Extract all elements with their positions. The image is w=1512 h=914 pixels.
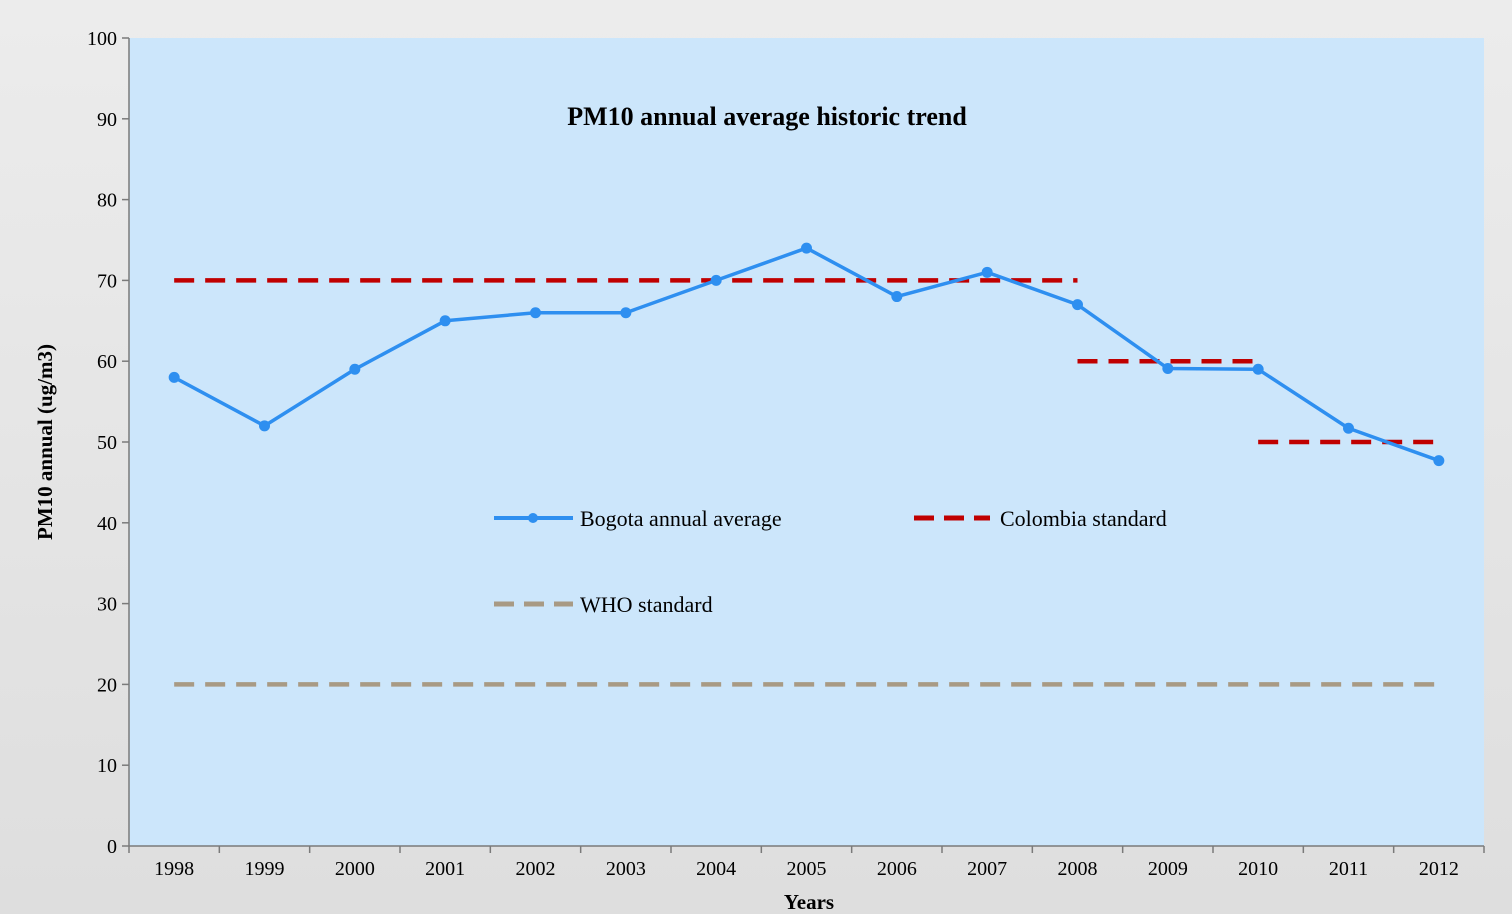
x-tick-label: 1998: [154, 858, 194, 880]
bogota-data-point: [168, 371, 180, 383]
series-layer: [168, 242, 1445, 687]
x-tick-label: 2011: [1329, 858, 1368, 880]
y-tick-label: 30: [97, 594, 117, 616]
bogota-data-point: [259, 420, 270, 432]
bogota-data-point: [620, 307, 632, 319]
x-axis-ticks: 1998 1999 2000 2001 2002 2003 2004 2005 2006 2007…: [128, 846, 1485, 880]
y-tick-label: 70: [97, 270, 117, 292]
y-tick-label: 20: [97, 674, 117, 696]
legend-item-who: WHO standard: [494, 592, 713, 617]
y-tick-label: 10: [97, 755, 117, 777]
x-tick-label: 2000: [335, 858, 375, 880]
legend-label-bogota: Bogota annual average: [580, 506, 782, 531]
bogota-data-point: [349, 363, 361, 375]
x-tick-label: 2004: [696, 858, 736, 880]
y-axis-ticks: 0 10 20 30 40 50 60 70 80 90 100: [87, 28, 129, 858]
y-tick-label: 80: [97, 190, 117, 212]
bogota-data-point: [439, 315, 451, 327]
bogota-data-point: [1252, 363, 1264, 375]
axes: [128, 38, 1484, 847]
x-tick-label: 2002: [516, 858, 556, 880]
x-tick-label: 2008: [1058, 858, 1098, 880]
legend: Bogota annual average Colombia standard …: [494, 506, 1167, 617]
bogota-data-point: [1072, 299, 1083, 311]
y-axis-title: PM10 annual (ug/m3): [33, 344, 57, 540]
x-tick-label: 2009: [1148, 858, 1188, 880]
legend-item-bogota: Bogota annual average: [494, 506, 782, 531]
x-tick-label: 2001: [425, 858, 465, 880]
x-tick-label: 1999: [245, 858, 285, 880]
y-tick-label: 100: [87, 28, 117, 50]
y-tick-label: 60: [97, 351, 117, 373]
bogota-data-point: [1162, 362, 1174, 374]
bogota-data-point: [530, 307, 541, 319]
bogota-data-point: [891, 291, 903, 303]
bogota-data-point: [801, 242, 812, 254]
legend-marker-bogota: [528, 513, 538, 523]
bogota-data-point: [710, 274, 722, 286]
x-tick-label: 2010: [1238, 858, 1278, 880]
legend-label-who: WHO standard: [580, 592, 713, 617]
plot-area: [129, 38, 1484, 846]
y-tick-label: 0: [107, 836, 117, 858]
y-tick-label: 50: [97, 432, 117, 454]
x-axis-title: Years: [784, 890, 834, 914]
y-tick-label: 40: [97, 513, 117, 535]
y-tick-label: 90: [97, 109, 117, 131]
x-tick-label: 2007: [967, 858, 1007, 880]
legend-item-colombia: Colombia standard: [914, 506, 1167, 531]
bogota-data-point: [981, 266, 993, 278]
legend-label-colombia: Colombia standard: [1000, 506, 1167, 531]
x-tick-label: 2005: [787, 858, 827, 880]
chart-title: PM10 annual average historic trend: [567, 102, 967, 131]
bogota-data-point: [1433, 455, 1445, 467]
bogota-data-point: [1343, 422, 1354, 434]
x-tick-label: 2006: [877, 858, 917, 880]
x-tick-label: 2003: [606, 858, 646, 880]
x-tick-label: 2012: [1419, 858, 1459, 880]
